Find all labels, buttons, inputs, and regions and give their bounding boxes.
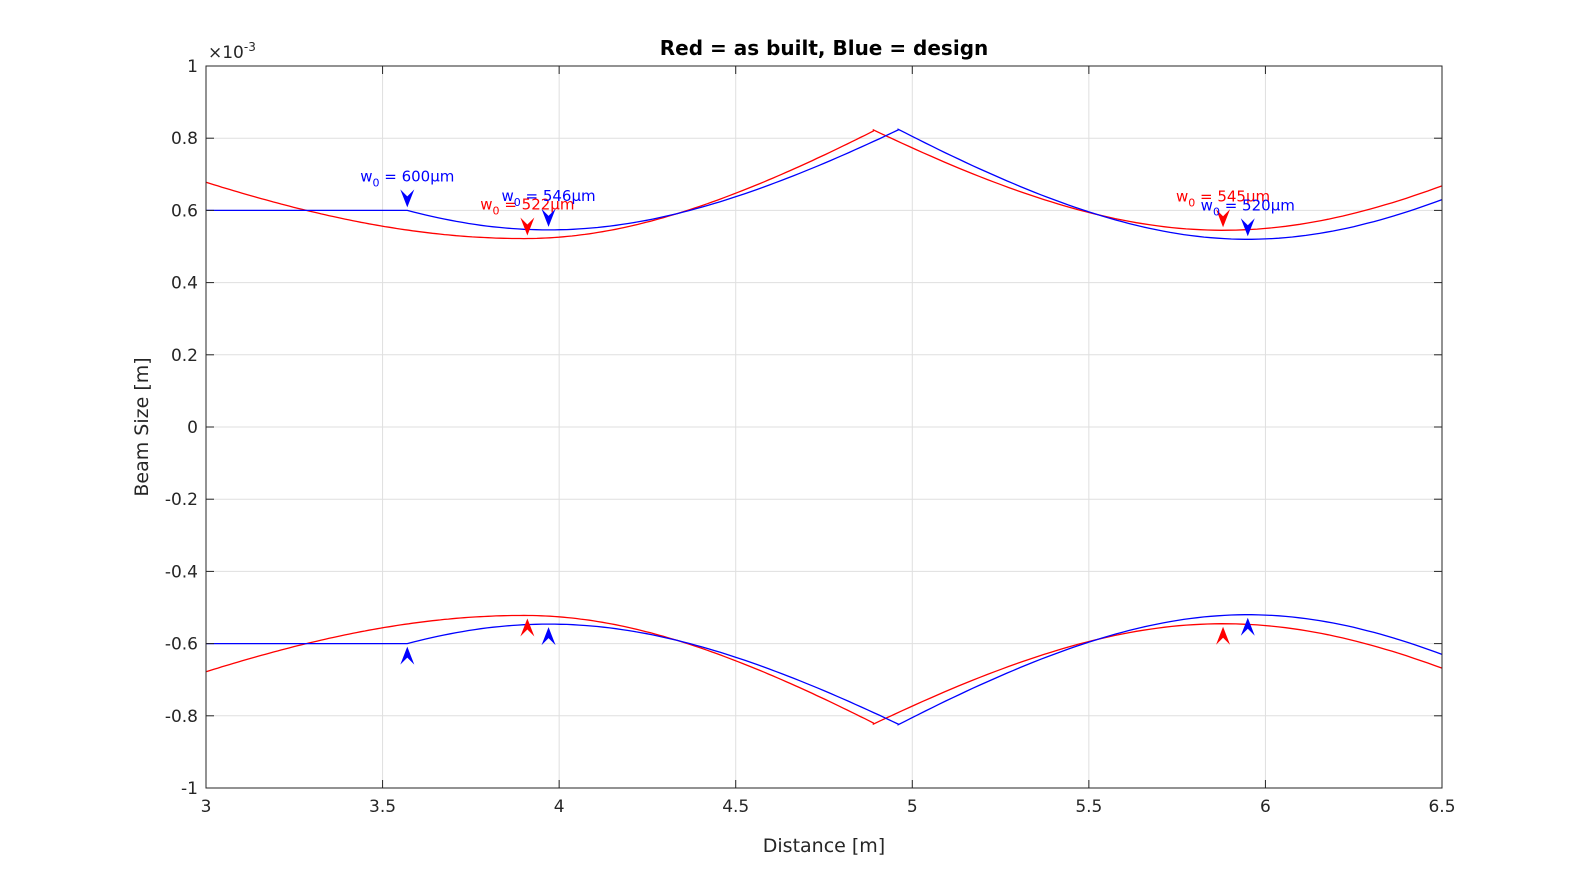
y-tick-label: -0.2 [165,490,198,510]
waist-marker-up [541,627,556,646]
y-tick-label: -0.6 [165,635,198,655]
waist-label: w0 = 600μm [360,167,454,189]
waist-marker-up [400,646,415,665]
waist-label: w0 = 545μm [1176,187,1270,209]
y-tick-label: -1 [181,779,198,799]
series-1-upper-envelope [206,128,1443,240]
waist-marker-down [1216,209,1231,228]
waist-label: w0 = 522μm [480,196,574,218]
waist-label: w0 = 546μm [501,187,595,209]
series-1-lower-envelope [206,614,1443,726]
waist-marker-down [1240,218,1255,237]
series-lines [205,128,1443,726]
y-tick-label: -0.4 [165,562,198,582]
x-tick-label: 3 [201,797,212,817]
y-tick-label: 0 [187,418,198,438]
x-tick-label: 6.5 [1428,797,1455,817]
waist-markers: w0 = 522μm w0 = 545μm w0 = 600μm w0 = 546μm… [360,167,1295,665]
x-axis-label: Distance [m] [763,835,885,857]
y-tick-label: -0.8 [165,707,198,727]
x-tick-label: 6 [1260,797,1271,817]
x-tick-label: 3.5 [369,797,396,817]
waist-marker-up [1216,626,1231,645]
grid [206,66,1442,788]
waist-marker-down [541,208,556,227]
x-tick-label: 5 [907,797,918,817]
x-tick-label: 4.5 [722,797,749,817]
x-tick-label: 5.5 [1075,797,1102,817]
y-tick-label: 0.8 [171,129,198,149]
y-tick-label: 0.4 [171,274,198,294]
waist-label: w0 = 520μm [1201,196,1295,218]
y-tick-label: 1 [187,57,198,77]
y-axis-label: Beam Size [m] [131,357,153,496]
axis-ticks: 3 3.5 4 4.5 5 5.5 6 6.5 -1 -0.8 -0.6 -0.4 -0.2 0 0.2 0.… [165,57,1456,817]
y-exponent-label: ×10-3 [208,40,256,63]
series-0-lower-envelope [205,614,1443,726]
y-tick-label: 0.2 [171,346,198,366]
waist-marker-down [400,189,415,208]
waist-marker-down [520,217,535,236]
chart-title: Red = as built, Blue = design [660,36,989,60]
x-tick-label: 4 [554,797,565,817]
waist-marker-up [520,618,535,637]
y-tick-label: 0.6 [171,201,198,221]
series-0-upper-envelope [205,128,1443,240]
waist-marker-up [1240,617,1255,636]
